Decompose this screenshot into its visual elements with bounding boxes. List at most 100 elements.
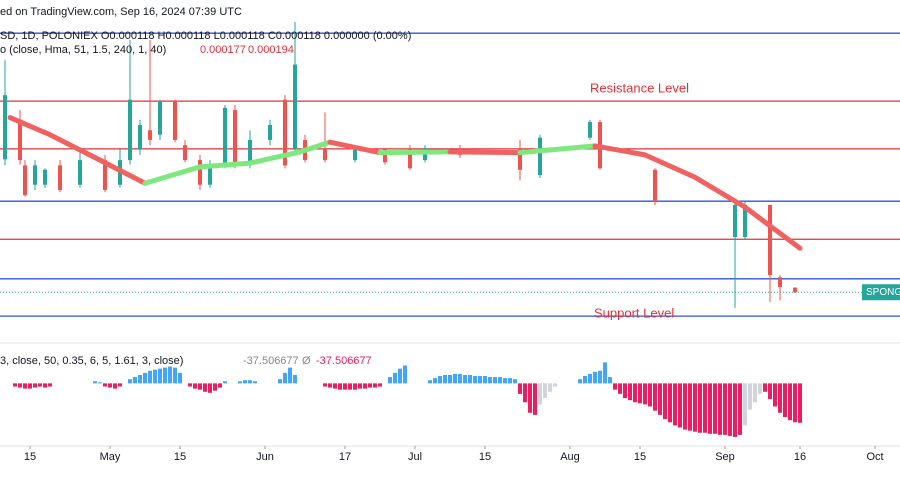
candle-body — [3, 95, 7, 160]
histogram-bar — [738, 383, 742, 435]
candle-body — [58, 165, 62, 190]
histogram-bar — [48, 383, 52, 387]
indicator-line: o (close, Hma, 51, 1.5, 240, 1, 40) — [0, 44, 166, 56]
hma-segment — [7, 115, 53, 138]
candle-body — [778, 277, 782, 288]
histogram-bar — [138, 374, 142, 384]
histogram-bar — [108, 383, 112, 388]
histogram-bar — [458, 373, 462, 384]
histogram-bar — [523, 383, 527, 403]
price-label: SPONG — [866, 287, 900, 298]
histogram-bar — [283, 372, 287, 384]
histogram-bar — [728, 383, 732, 436]
histogram-bar — [793, 383, 797, 423]
histogram-bar — [393, 372, 397, 384]
x-tick-label: Aug — [560, 451, 580, 463]
histogram-bar — [513, 379, 517, 384]
histogram-bar — [113, 383, 117, 389]
histogram-bar — [483, 376, 487, 384]
histogram-bar — [743, 383, 747, 426]
hma-segment — [327, 139, 383, 156]
candle-body — [383, 149, 387, 163]
histogram-bar — [758, 383, 762, 394]
x-tick-label: 15 — [479, 451, 491, 463]
histogram-bar — [163, 367, 167, 384]
histogram-bar — [693, 383, 697, 432]
histogram-bar — [153, 369, 157, 384]
histogram-bar — [533, 383, 537, 415]
histogram-bar — [388, 377, 392, 384]
oscillator-symbol: Ø — [302, 355, 311, 367]
histogram-bar — [718, 383, 722, 435]
histogram-bar — [433, 378, 437, 384]
histogram-bar — [678, 383, 682, 428]
histogram-bar — [353, 383, 357, 390]
histogram-bar — [253, 381, 257, 384]
candle-body — [283, 99, 287, 166]
histogram-bar — [638, 383, 642, 404]
histogram-bar — [403, 365, 407, 384]
candle-body — [733, 204, 737, 237]
histogram-bar — [333, 383, 337, 389]
candle-body — [173, 101, 177, 140]
histogram-bar — [18, 383, 22, 388]
hma-segment — [592, 143, 648, 158]
candle-body — [33, 165, 37, 185]
histogram-bar — [443, 374, 447, 384]
histogram-bar — [553, 383, 557, 387]
histogram-bar — [348, 383, 352, 390]
candle-body — [23, 165, 27, 196]
histogram-bar — [118, 383, 122, 387]
candle-body — [148, 130, 152, 140]
candle-body — [653, 169, 657, 202]
histogram-bar — [28, 383, 32, 389]
candle-body — [323, 149, 327, 161]
histogram-bar — [473, 376, 477, 384]
histogram-bar — [778, 383, 782, 413]
histogram-bar — [188, 383, 192, 387]
hma-segment — [742, 204, 803, 251]
histogram-bar — [43, 383, 47, 388]
candle-body — [103, 160, 107, 190]
histogram-bar — [148, 370, 152, 384]
histogram-bar — [293, 374, 297, 384]
histogram-bar — [598, 370, 602, 384]
histogram-bar — [698, 383, 702, 433]
histogram-bar — [203, 383, 207, 392]
candle-body — [793, 287, 797, 293]
x-tick-label: May — [100, 451, 121, 463]
histogram-bar — [173, 367, 177, 384]
candle-body — [768, 204, 772, 276]
histogram-bar — [623, 383, 627, 399]
histogram-bar — [538, 383, 542, 405]
histogram-bar — [368, 383, 372, 388]
histogram-bar — [208, 383, 212, 393]
histogram-bar — [643, 383, 647, 405]
histogram-bar — [238, 381, 242, 384]
resistance-label: Resistance Level — [590, 80, 689, 95]
plot: SPONG 15 May 15 Jun 17 Jul 15 Aug 15 Sep 16 Oct — [0, 22, 900, 463]
indicator-value: 0.000177 — [200, 44, 246, 56]
histogram-bar — [358, 383, 362, 389]
histogram-bar — [428, 380, 432, 384]
histogram-bar — [603, 362, 607, 384]
histogram-bar — [773, 383, 777, 407]
oscillator-value: -37.506677 — [243, 355, 299, 367]
hma-segment — [642, 152, 698, 180]
histogram-bar — [723, 383, 727, 435]
candle-body — [208, 165, 212, 185]
hma-segment — [47, 132, 103, 163]
candle-body — [268, 125, 272, 140]
histogram-bar — [628, 383, 632, 401]
oscillator-line: 3, close, 50, 0.35, 6, 5, 1.61, 3, close… — [0, 355, 183, 367]
x-tick-label: Jun — [256, 451, 274, 463]
histogram-bar — [213, 383, 217, 391]
histogram-bar — [618, 383, 622, 394]
candle-body — [233, 110, 237, 166]
histogram-bar — [168, 366, 172, 384]
symbol-line: SD, 1D, POLONIEX O0.000118 H0.000118 L0.… — [0, 30, 411, 42]
oscillator-value: -37.506677 — [316, 355, 372, 367]
histogram-bar — [343, 383, 347, 390]
histogram-bar — [328, 383, 332, 388]
histogram-bar — [783, 383, 787, 417]
